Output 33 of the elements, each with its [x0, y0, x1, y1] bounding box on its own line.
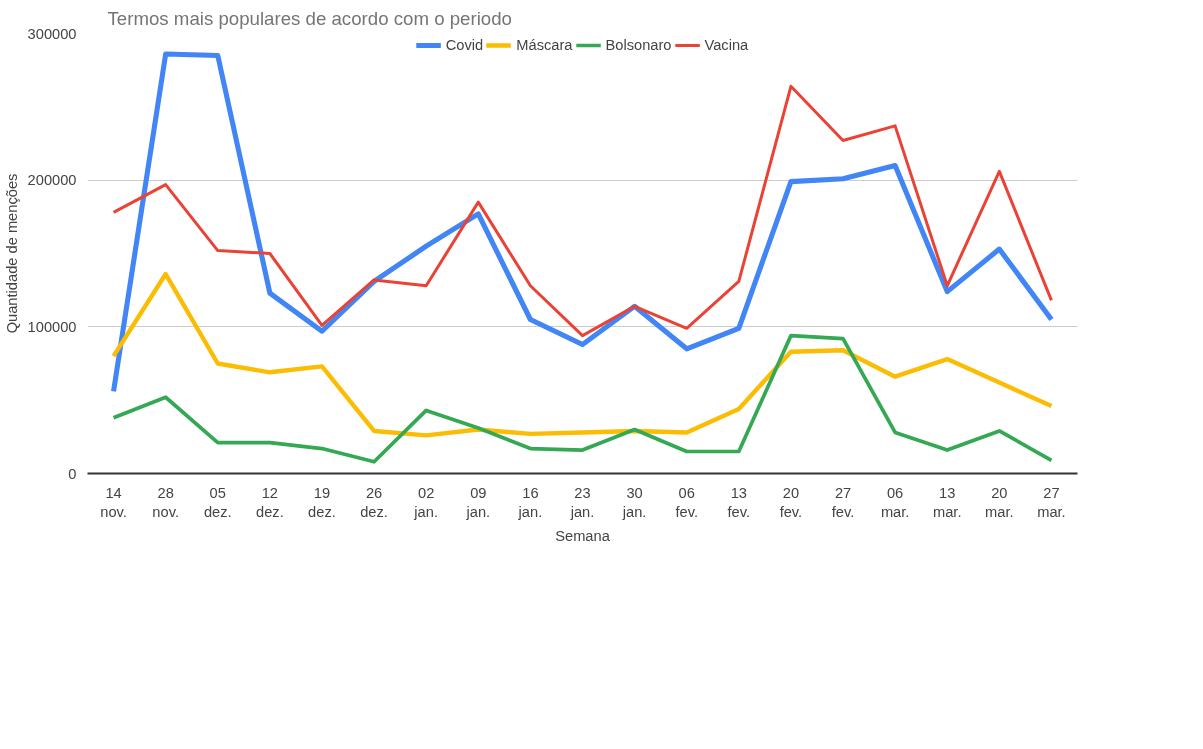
chart-title: Termos mais populares de acordo com o periodo [107, 7, 512, 29]
x-tick-label: 28 nov. [152, 484, 179, 520]
x-tick-label: 14 nov. [100, 484, 127, 520]
line-series [112, 84, 1053, 338]
x-tick-label: 09 jan. [465, 484, 491, 520]
y-tick-label: 200000 [27, 172, 77, 189]
x-tick-label: 20 mar. [985, 484, 1014, 520]
y-tick-label: 0 [68, 465, 77, 482]
legend-label: Vacina [704, 37, 749, 53]
x-tick-label: 16 jan. [517, 484, 543, 520]
x-tick-label: 06 mar. [880, 484, 910, 520]
x-tick-label: 19 dez. [308, 484, 336, 520]
x-tick-label: 26 dez. [360, 484, 388, 520]
x-tick-label: 06 fev. [675, 484, 698, 520]
y-tick-label: 100000 [27, 318, 77, 335]
line-series [111, 271, 1054, 438]
x-tick-label: 23 jan. [569, 484, 595, 520]
x-tick-label: 13 fev. [727, 484, 751, 520]
legend-label: Bolsonaro [605, 37, 672, 53]
x-tick-label: 20 fev. [779, 484, 803, 520]
x-tick-label: 02 jan. [413, 484, 439, 520]
legend-label: Covid [445, 37, 484, 53]
y-tick-label: 300000 [27, 25, 77, 42]
x-axis-title: Semana [555, 527, 611, 544]
x-tick-label: 05 dez. [203, 484, 232, 520]
y-axis-title: Quantidade de menções [3, 173, 20, 334]
x-tick-label: 27 fev. [831, 484, 855, 520]
x-tick-label: 13 mar. [932, 484, 962, 520]
legend-label: Máscara [516, 37, 573, 53]
x-tick-label: 12 dez. [256, 484, 284, 520]
line-series [111, 333, 1054, 464]
x-tick-label: 30 jan. [621, 484, 647, 520]
x-tick-label: 27 mar. [1037, 484, 1066, 520]
